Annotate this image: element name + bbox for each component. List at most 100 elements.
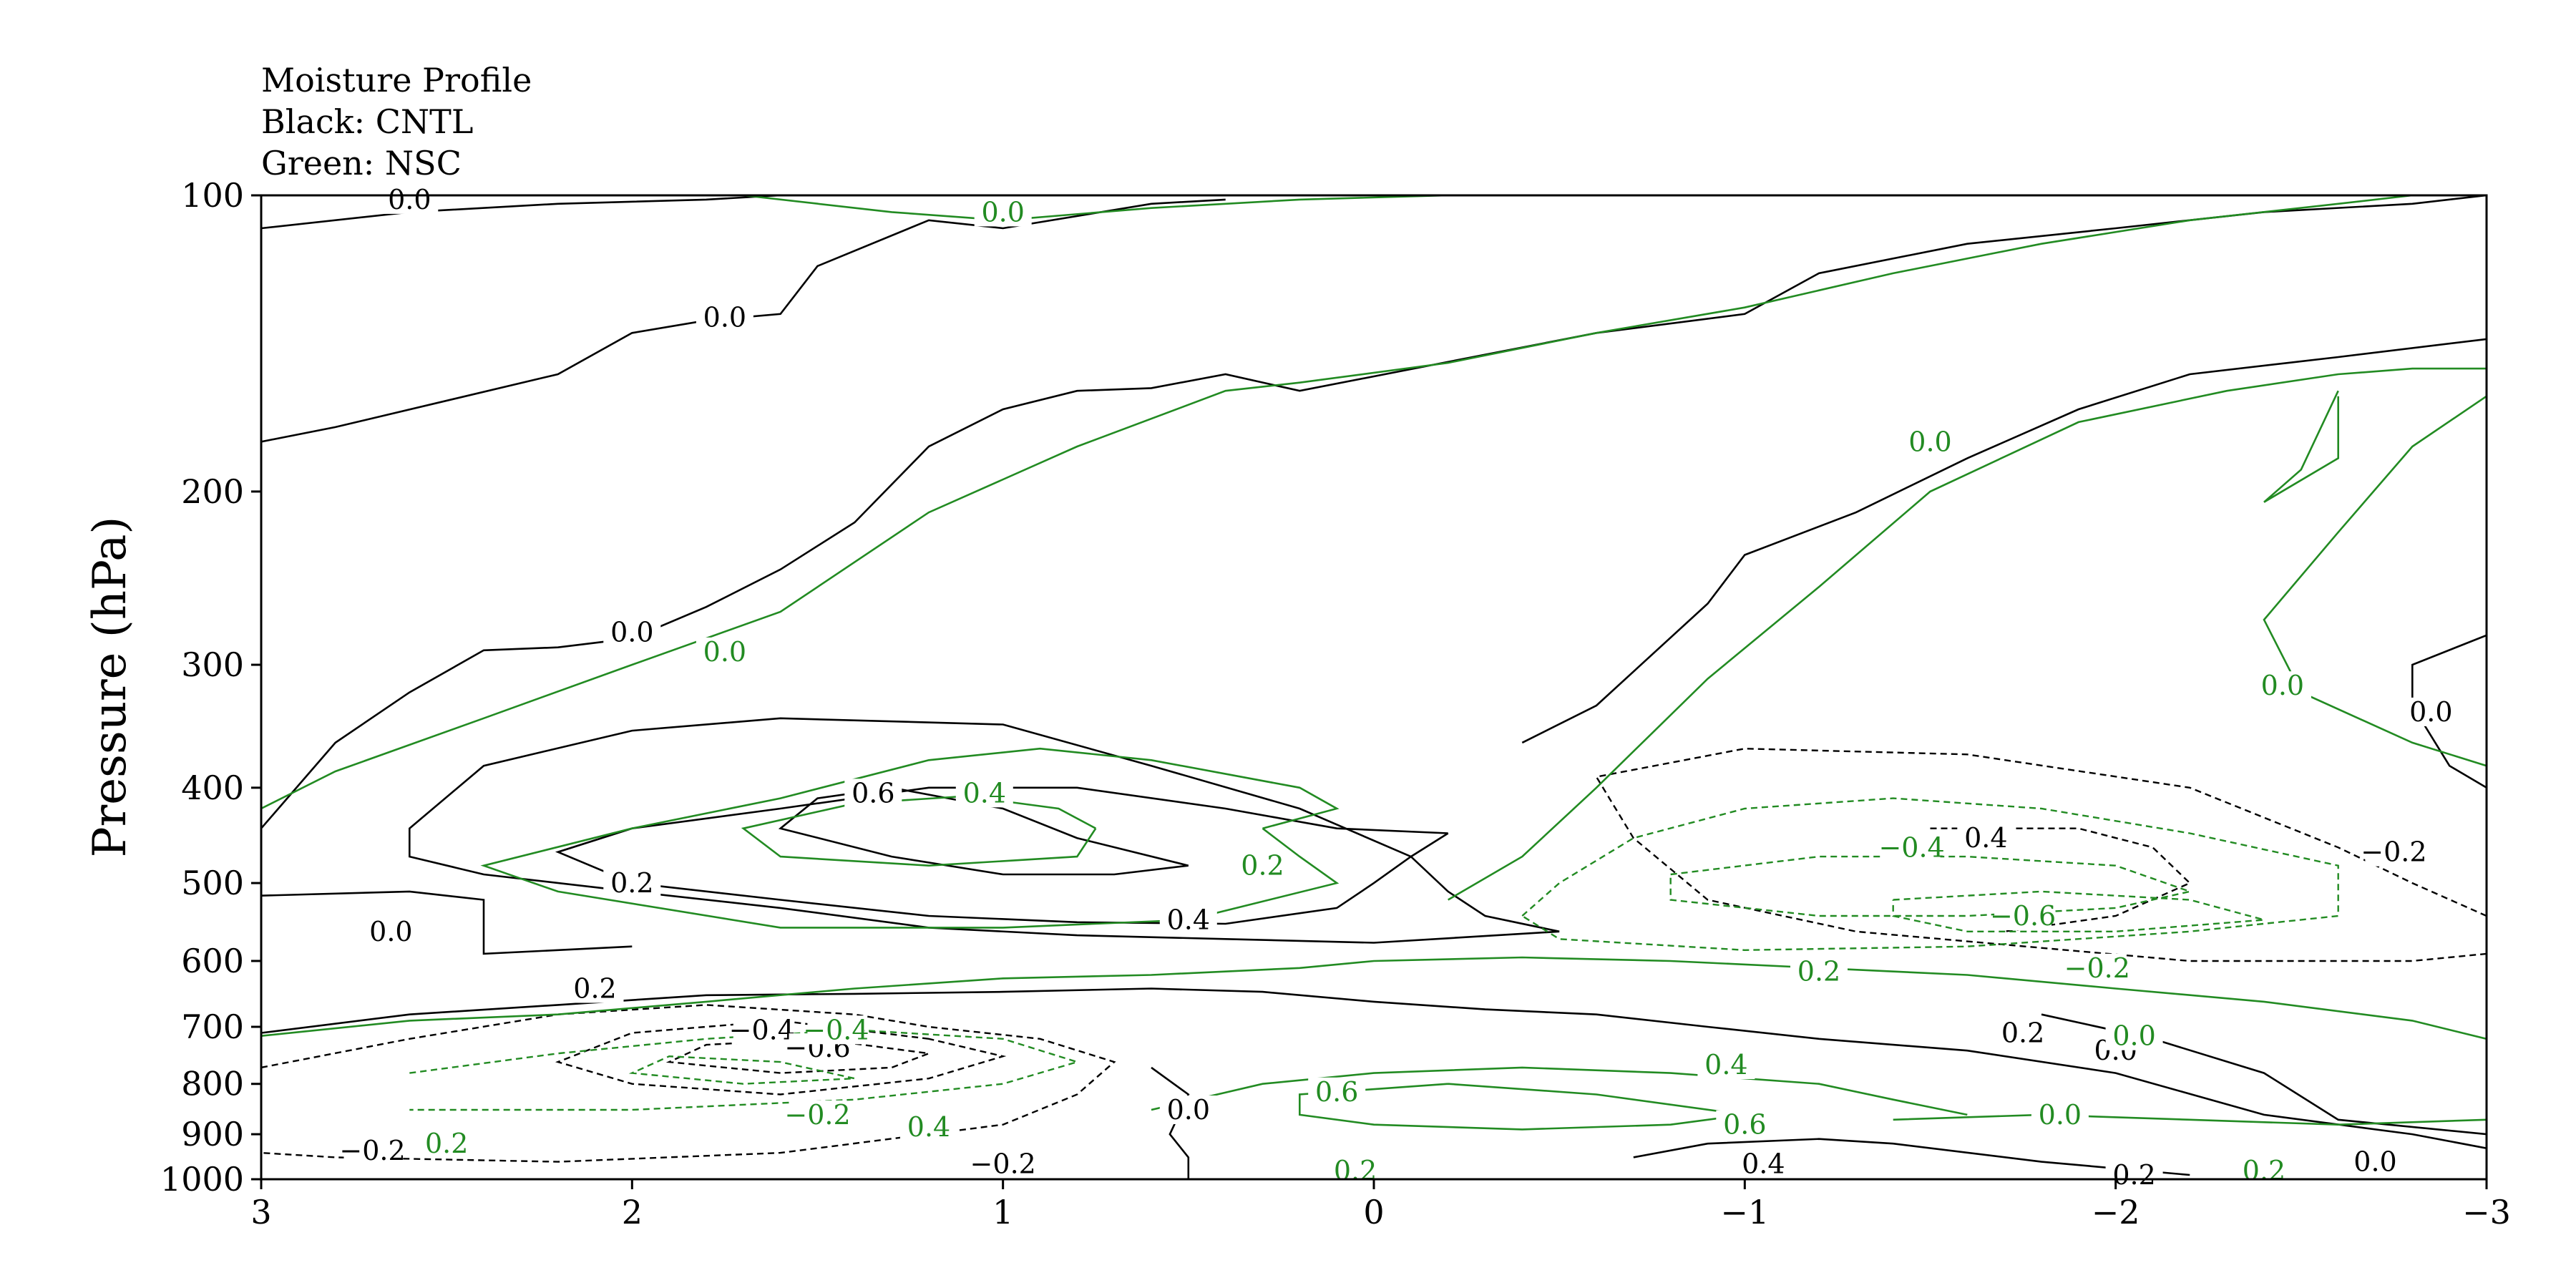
contour-label-bg: [1790, 957, 1848, 986]
contour-label-bg: [381, 185, 439, 214]
contour-label-bg: [603, 618, 661, 647]
contour-label-nsc-33: 0.4: [1704, 1049, 1747, 1080]
contour-label-cntl-11: 0.2: [2112, 1159, 2155, 1191]
contour-cntl-2: [261, 195, 2487, 829]
contour-label-bg: [789, 1100, 847, 1129]
contour-nsc-8: [741, 795, 1097, 867]
contour-cntl-17: [665, 1038, 930, 1074]
contour-cntl-13: [1595, 747, 2487, 962]
contour-label-cntl-0: 0.0: [388, 184, 431, 215]
y-tick-label: 100: [181, 176, 244, 215]
contour-label-cntl-16: −0.2: [339, 1135, 405, 1166]
x-tick-label: 0: [1363, 1193, 1384, 1231]
contour-label-bg: [696, 637, 753, 666]
title-line-2: Black: CNTL: [261, 102, 473, 141]
contour-nsc-1: [261, 195, 2413, 810]
x-tick-label: 3: [250, 1193, 271, 1231]
contour-label-bg: [2068, 953, 2126, 982]
contour-label-bg: [1234, 851, 1292, 880]
contour-label-nsc-29: 0.2: [1797, 956, 1840, 987]
contour-nsc-11: [1521, 797, 2339, 952]
contour-label-bg: [343, 1136, 401, 1165]
contour-label-cntl-4: 0.0: [1167, 1094, 1210, 1126]
contour-nsc-9: [1151, 1066, 1968, 1116]
contour-label-cntl-12: 0.4: [1167, 904, 1210, 936]
contour-label-cntl-18: −0.2: [2361, 836, 2426, 868]
contour-nsc-12: [409, 1029, 1080, 1111]
contour-cntl-1: [261, 198, 1226, 443]
contour-cntl-12: [778, 786, 1189, 876]
contour-label-bg: [696, 303, 753, 332]
contour-label-nsc-40: −0.6: [1990, 900, 2056, 932]
contour-label-bg: [1901, 427, 1959, 457]
contour-label-bg: [2402, 697, 2460, 726]
x-tick-label: 1: [992, 1193, 1013, 1231]
y-tick-label: 400: [181, 769, 244, 807]
contour-label-bg: [1716, 1110, 1774, 1139]
x-tick-label: −2: [2092, 1193, 2140, 1231]
contour-label-bg: [1994, 902, 2052, 930]
contour-label-bg: [1957, 824, 2015, 853]
contour-cntl-3: [261, 890, 633, 955]
y-tick-label: 900: [181, 1115, 244, 1153]
x-tick-label: −3: [2462, 1193, 2511, 1231]
contour-label-bg: [1308, 1077, 1366, 1106]
contour-label-cntl-9: 0.2: [573, 973, 616, 1005]
contour-label-bg: [1159, 905, 1217, 935]
contour-label-cntl-7: 0.0: [2409, 696, 2452, 728]
contour-label-bg: [1159, 1096, 1217, 1124]
y-tick-label: 300: [181, 645, 244, 684]
contour-lines: [261, 195, 2487, 1179]
contour-label-nsc-27: 0.2: [425, 1128, 468, 1159]
contour-label-bg: [900, 1113, 957, 1141]
contour-label-bg: [955, 779, 1013, 808]
contour-label-bg: [2105, 1021, 2163, 1050]
contour-label-cntl-19: −0.4: [729, 1014, 795, 1045]
y-tick-label: 800: [181, 1065, 244, 1103]
contour-cntl-15: [555, 1020, 1007, 1096]
contour-label-nsc-30: 0.2: [2243, 1155, 2285, 1186]
contour-label-bg: [566, 974, 624, 1003]
contour-label-nsc-26: 0.0: [2039, 1099, 2082, 1131]
contour-label-nsc-23: 0.0: [1908, 426, 1951, 457]
contour-label-nsc-39: −0.4: [803, 1014, 869, 1045]
y-axis-label: Pressure (hPa): [84, 517, 137, 858]
contour-nsc-14: [628, 1055, 855, 1085]
title-line-1: Moisture Profile: [261, 61, 532, 99]
contour-cntl-9: [261, 987, 2487, 1149]
contour-label-bg: [974, 197, 1032, 227]
contour-label-cntl-14: 0.4: [1964, 822, 2007, 854]
contour-nsc-3: [2263, 395, 2487, 767]
contour-label-nsc-35: 0.6: [1723, 1109, 1766, 1141]
contour-label-cntl-8: 0.2: [610, 867, 653, 899]
contour-cntl-16: [1930, 827, 2192, 932]
contour-label-bg: [2031, 1100, 2089, 1129]
contour-nsc-2: [1448, 367, 2487, 901]
contour-label-cntl-2: 0.0: [610, 617, 653, 648]
contour-label-bg: [2253, 671, 2311, 701]
contour-label-nsc-22: 0.0: [703, 636, 746, 668]
y-tick-label: 1000: [160, 1160, 244, 1199]
contour-label-bg: [418, 1129, 476, 1158]
contour-cntl-4: [1521, 338, 2487, 744]
contour-labels: 0.0 0.0 0.0 0.0 0.0 0.0 0.0 0.0 0.2 0.2 0.2 0.2 0.4 0…: [339, 184, 2460, 1191]
chart-title: Moisture Profile Black: CNTL Green: NSC: [261, 61, 532, 182]
contour-label-cntl-6: 0.0: [2353, 1146, 2396, 1178]
contour-nsc-6: [480, 747, 1340, 929]
contour-label-nsc-36: 0.6: [1315, 1076, 1358, 1108]
y-axis: 100 200 300 400 500 600 700 800 900 1000: [160, 176, 261, 1199]
contour-label-bg: [1697, 1050, 1755, 1079]
contour-label-bg: [603, 869, 661, 898]
contour-nsc-15: [1892, 890, 2265, 932]
y-tick-label: 600: [181, 942, 244, 980]
contour-label-nsc-38: −0.4: [1878, 831, 1944, 863]
x-tick-label: 2: [622, 1193, 643, 1231]
y-tick-label: 500: [181, 864, 244, 902]
contour-label-cntl-3: 0.0: [369, 916, 412, 947]
contour-nsc-0: [743, 195, 1448, 222]
x-tick-label: −1: [1720, 1193, 1769, 1231]
contour-cntl-7: [1151, 1066, 1190, 1179]
contour-label-nsc-24: 0.0: [2261, 670, 2304, 701]
contour-label-cntl-13: 0.4: [1742, 1148, 1785, 1180]
title-line-3: Green: NSC: [261, 144, 462, 182]
